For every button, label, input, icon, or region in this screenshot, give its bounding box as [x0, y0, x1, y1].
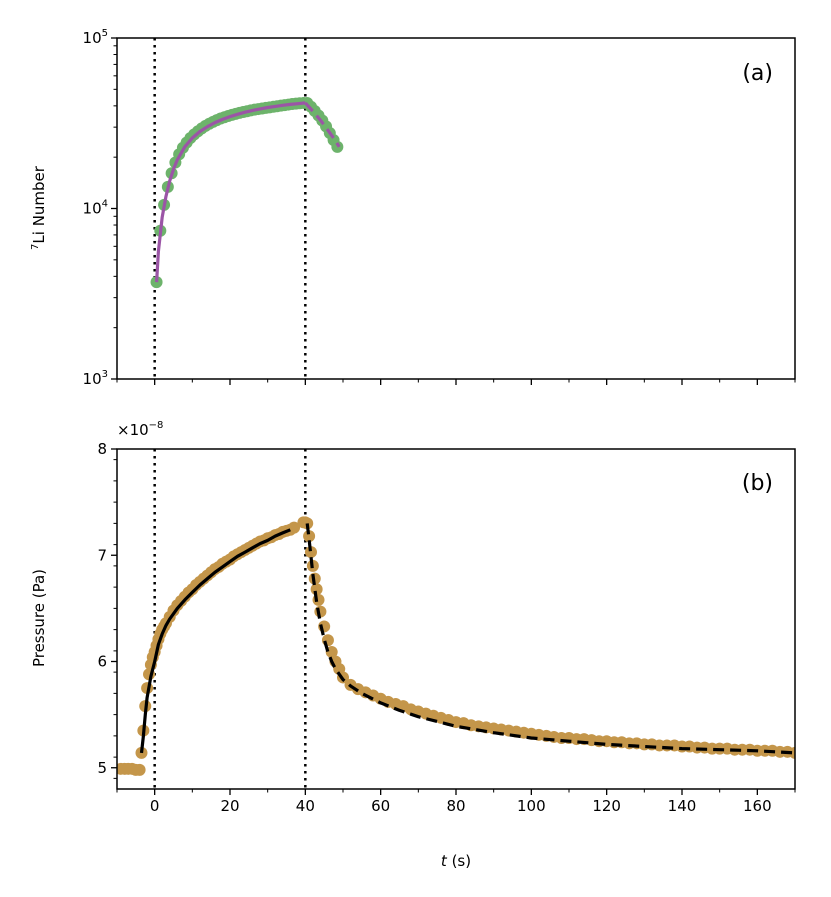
panel-b-data-point: [310, 583, 323, 596]
panel-a-frame: [116, 37, 796, 380]
panel-b-scale-base: ×10: [117, 421, 149, 439]
panel-a-y-tick-exp: 5: [102, 28, 108, 39]
panel-b-y-tick-label: 7: [97, 546, 107, 564]
panel-b-ylabel: Pressure (Pa): [30, 569, 48, 667]
panel-a-y-tick-exp: 4: [102, 199, 108, 210]
x-axis-label-var: t: [441, 852, 448, 870]
panel-a-fit-line-1: [155, 101, 306, 283]
panel-a-y-tick-exp: 3: [102, 369, 108, 380]
x-tick-label: 0: [150, 797, 160, 815]
x-tick-label: 40: [296, 797, 315, 815]
x-tick-label: 60: [371, 797, 390, 815]
panel-b-frame: [116, 448, 796, 790]
panel-b-fit-line-1: [139, 528, 291, 754]
panel-a-fit-line-2: [304, 101, 341, 148]
panel-a-data-point: [150, 276, 163, 289]
panel-a-plot-area: [150, 38, 344, 379]
x-tick-label: 120: [592, 797, 621, 815]
x-tick-label: 160: [743, 797, 772, 815]
panel-b-y-tick-label: 8: [97, 440, 107, 458]
panel-b-scale-exp: −8: [149, 420, 164, 431]
panel-a-y-tick-label: 103: [83, 369, 108, 388]
panel-b-label: (b): [742, 471, 773, 496]
panel-a-y-tick-base: 10: [83, 29, 102, 47]
x-tick-label: 80: [446, 797, 465, 815]
panel-a-ylabel-text: Li Number: [30, 165, 48, 243]
panel-b-data-point: [288, 521, 301, 534]
x-tick-label: 100: [517, 797, 546, 815]
x-axis-label: t (s): [441, 852, 471, 870]
panel-b-fit-line-2: [305, 523, 795, 755]
panel-a-label: (a): [742, 61, 773, 86]
x-tick-label: 140: [668, 797, 697, 815]
panel-a-clipped: [150, 38, 344, 379]
panel-a-ylabel-sup: 7: [30, 244, 41, 250]
panel-b-data-point: [321, 634, 334, 647]
panel-b-data-point: [301, 517, 314, 530]
panel-b-plot-area: [117, 449, 795, 789]
panel-b-y-tick-label: 6: [97, 653, 107, 671]
panel-b-scale-label: ×10−8: [117, 420, 163, 439]
x-axis-label-unit: (s): [447, 852, 471, 870]
panel-b-data-point: [303, 530, 316, 543]
panel-a-ylabel: 7Li Number: [30, 165, 48, 250]
panel-a-y-tick-label: 105: [83, 28, 108, 47]
panel-a-y-tick-base: 10: [83, 200, 102, 218]
panel-b-clipped: [117, 449, 795, 789]
x-tick-label: 20: [220, 797, 239, 815]
panel-a-y-tick-base: 10: [83, 370, 102, 388]
panel-b-y-tick-label: 5: [97, 759, 107, 777]
panel-b-data-point: [304, 546, 317, 559]
panel-a-y-tick-label: 104: [83, 199, 108, 218]
panel-b-data-point: [133, 763, 146, 776]
